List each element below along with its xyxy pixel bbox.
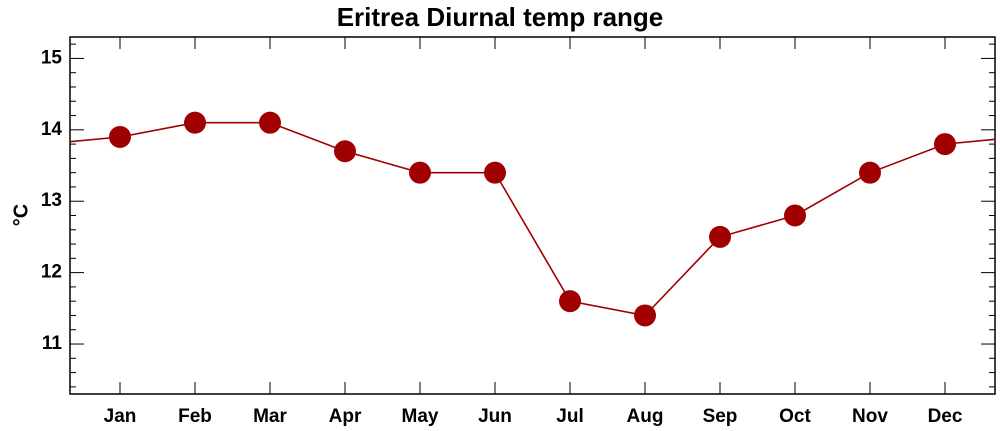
data-point xyxy=(634,304,656,327)
series-line xyxy=(69,121,996,317)
data-point xyxy=(259,111,281,134)
x-tick-label: Aug xyxy=(627,406,664,427)
data-point xyxy=(109,125,131,148)
data-point xyxy=(559,290,581,313)
plot-frame xyxy=(69,36,996,395)
data-point xyxy=(934,133,956,156)
x-tick-label: Jul xyxy=(556,406,583,427)
y-tick-label: 15 xyxy=(41,47,63,68)
data-point xyxy=(784,204,806,227)
x-tick-label: May xyxy=(402,406,439,427)
data-point xyxy=(709,225,731,248)
y-axis-label: °C xyxy=(10,204,32,226)
x-tick-labels: Jan Feb Mar Apr May Jun Jul Aug Sep Oct Nov Dec xyxy=(104,406,963,427)
x-tick-label: Apr xyxy=(329,406,362,427)
x-tick-label: Jan xyxy=(104,406,137,427)
x-tick-label: Jun xyxy=(478,406,512,427)
y-tick-label: 13 xyxy=(41,190,62,211)
data-point xyxy=(859,161,881,184)
x-tick-label: Nov xyxy=(852,406,888,427)
x-tick-label: Dec xyxy=(928,406,963,427)
y-tick-label: 12 xyxy=(41,262,62,283)
y-tick-label: 14 xyxy=(41,119,63,140)
y-tick-labels: 11 12 13 14 15 xyxy=(41,47,63,354)
x-tick-label: Sep xyxy=(703,406,738,427)
series-group xyxy=(69,111,996,327)
x-tick-label: Oct xyxy=(779,406,811,427)
data-point xyxy=(409,161,431,184)
data-point xyxy=(184,111,206,134)
y-tick-label: 11 xyxy=(42,333,63,354)
data-point xyxy=(484,161,506,184)
axis-ticks xyxy=(70,37,995,394)
x-tick-label: Mar xyxy=(253,406,287,427)
x-tick-label: Feb xyxy=(178,406,212,427)
chart-title: Eritrea Diurnal temp range xyxy=(336,2,664,32)
data-point xyxy=(334,140,356,163)
